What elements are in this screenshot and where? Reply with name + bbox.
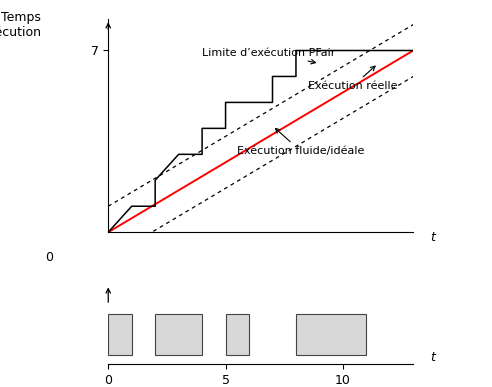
Y-axis label: Temps
d’exécution: Temps d’exécution — [0, 11, 41, 39]
Text: Exécution fluide/idéale: Exécution fluide/idéale — [237, 128, 365, 156]
Bar — [225, 314, 249, 355]
Bar — [296, 314, 367, 355]
Text: Limite d’exécution PFair: Limite d’exécution PFair — [202, 48, 336, 64]
Text: 0: 0 — [45, 251, 53, 264]
Text: t: t — [430, 351, 434, 365]
Text: Exécution réelle: Exécution réelle — [308, 66, 397, 91]
Text: t: t — [430, 231, 434, 244]
Bar — [108, 314, 132, 355]
Bar — [155, 314, 202, 355]
